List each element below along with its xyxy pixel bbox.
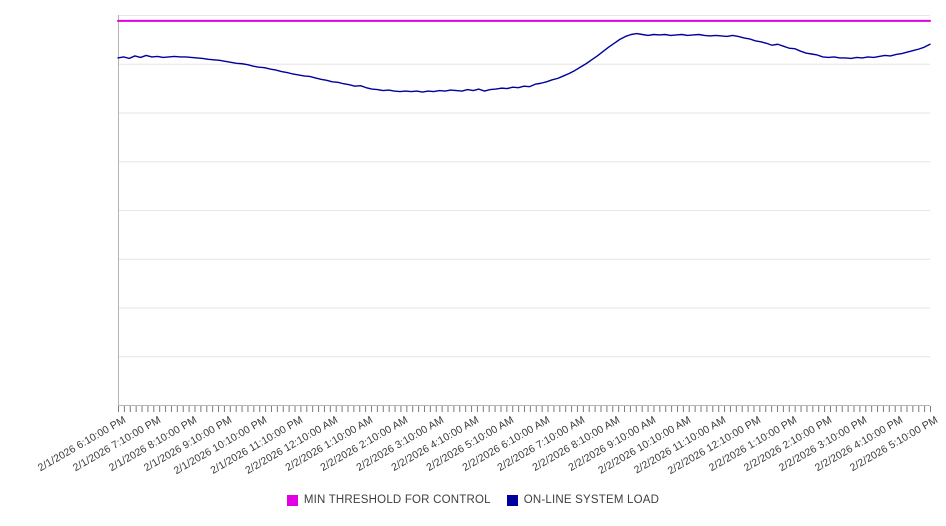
legend-label: MIN THRESHOLD FOR CONTROL bbox=[303, 494, 491, 506]
legend-label: ON-LINE SYSTEM LOAD bbox=[523, 494, 660, 506]
legend-color-swatch bbox=[506, 494, 518, 506]
x-axis-minor-ticks bbox=[118, 406, 931, 412]
axis-lines bbox=[118, 15, 930, 406]
series-lines bbox=[117, 19, 931, 93]
legend-item[interactable]: MIN THRESHOLD FOR CONTROL bbox=[286, 494, 491, 506]
chart-legend: MIN THRESHOLD FOR CONTROL ON-LINE SYSTEM … bbox=[0, 494, 946, 506]
legend-color-swatch bbox=[286, 494, 298, 506]
legend-item[interactable]: ON-LINE SYSTEM LOAD bbox=[506, 494, 660, 506]
gridlines bbox=[118, 15, 930, 358]
series-line-2 bbox=[117, 32, 931, 93]
